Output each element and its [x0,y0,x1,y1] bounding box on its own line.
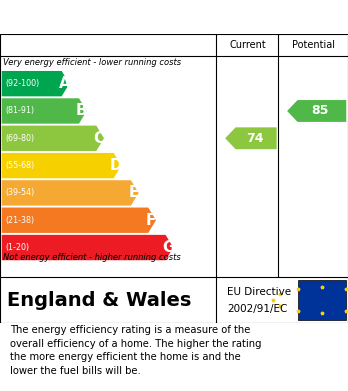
Text: F: F [146,213,156,228]
Text: A: A [58,76,70,91]
Text: B: B [76,104,88,118]
Text: Energy Efficiency Rating: Energy Efficiency Rating [10,9,232,25]
Text: (55-68): (55-68) [5,161,34,170]
Text: The energy efficiency rating is a measure of the
overall efficiency of a home. T: The energy efficiency rating is a measur… [10,325,262,376]
Polygon shape [2,71,69,96]
Text: EU Directive: EU Directive [227,287,291,297]
Text: 85: 85 [311,104,329,117]
Text: Very energy efficient - lower running costs: Very energy efficient - lower running co… [3,58,182,67]
Text: G: G [162,240,175,255]
Polygon shape [2,153,121,178]
Text: (92-100): (92-100) [5,79,39,88]
Text: Current: Current [229,40,266,50]
Text: D: D [110,158,123,173]
Bar [298,280,346,320]
Polygon shape [2,180,139,206]
Text: 74: 74 [246,132,263,145]
Text: Not energy efficient - higher running costs: Not energy efficient - higher running co… [3,253,181,262]
Text: E: E [128,185,139,201]
Polygon shape [2,208,156,233]
Polygon shape [2,98,87,124]
Polygon shape [225,127,277,149]
Text: (21-38): (21-38) [5,216,34,225]
Polygon shape [2,126,104,151]
Text: (39-54): (39-54) [5,188,34,197]
Text: (69-80): (69-80) [5,134,34,143]
Polygon shape [2,235,173,260]
Text: 2002/91/EC: 2002/91/EC [227,304,287,314]
Text: (81-91): (81-91) [5,106,34,115]
Polygon shape [287,100,346,122]
Text: C: C [94,131,105,146]
Text: Potential: Potential [292,40,335,50]
Text: (1-20): (1-20) [5,243,29,252]
Text: England & Wales: England & Wales [7,291,191,310]
